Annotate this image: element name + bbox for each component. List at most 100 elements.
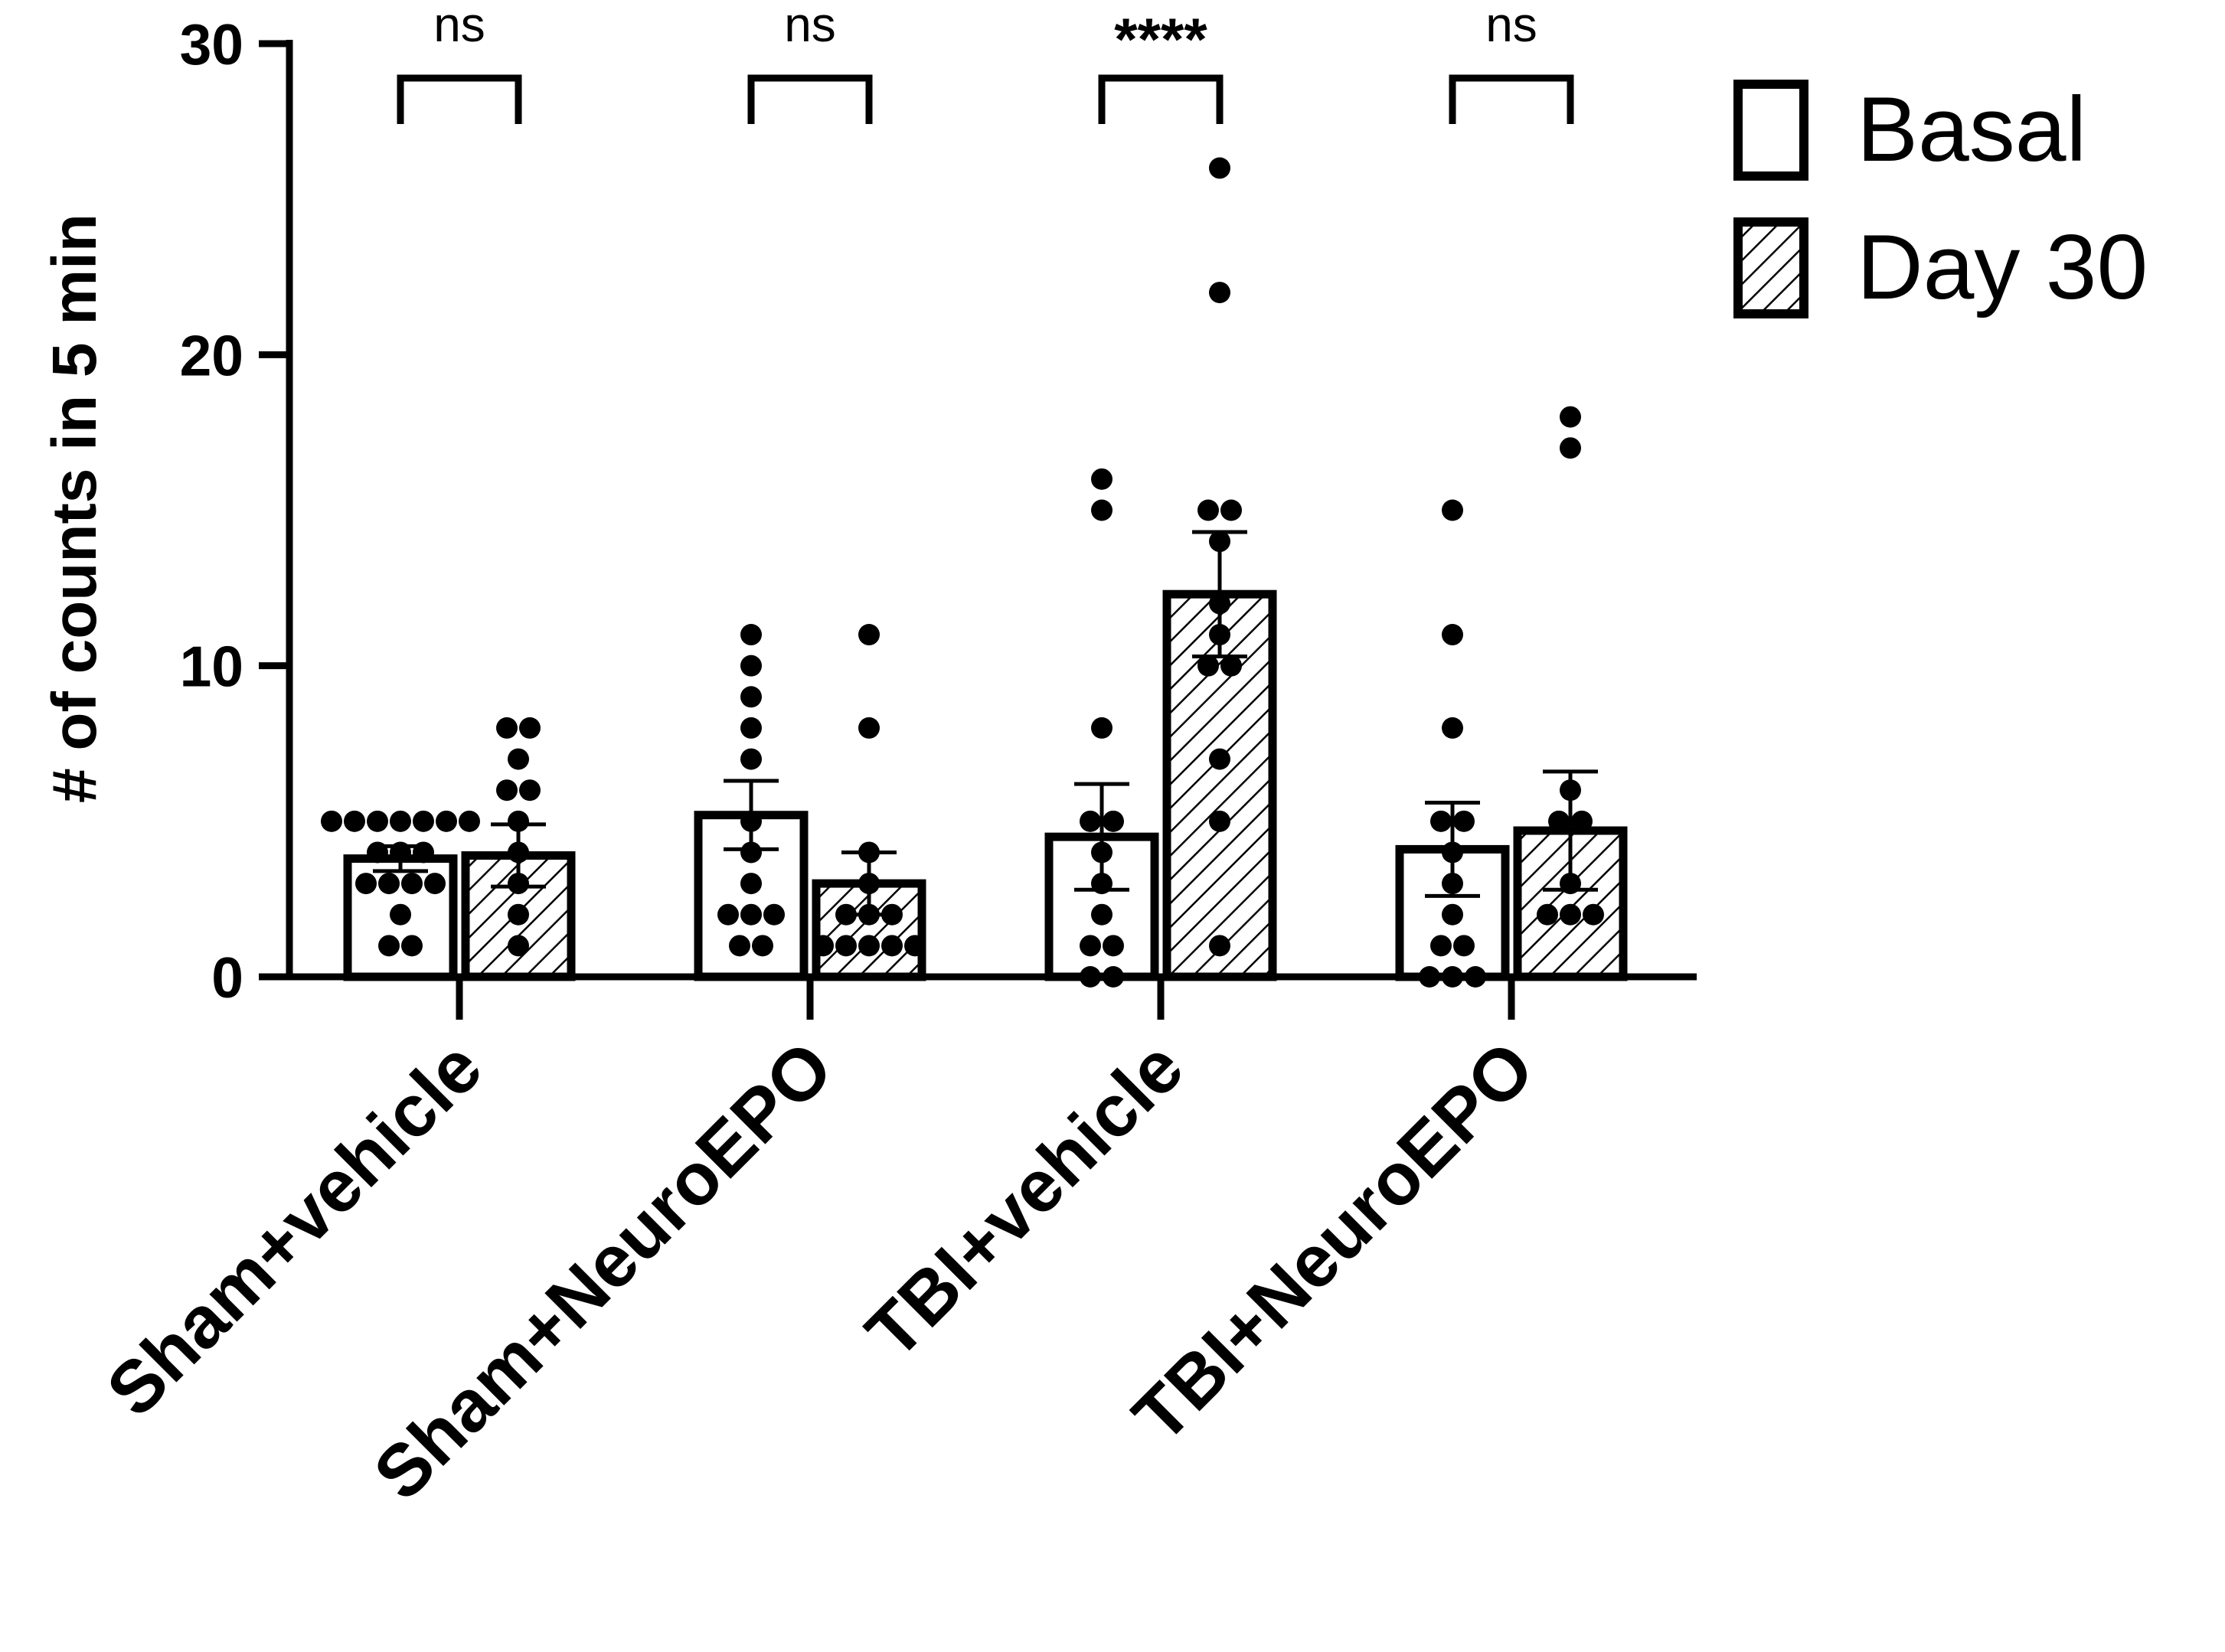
data-point <box>1442 873 1463 895</box>
data-point <box>740 686 762 708</box>
y-tick-label: 10 <box>180 635 243 699</box>
data-point <box>424 873 446 895</box>
significance-bracket <box>1098 74 1224 124</box>
data-point <box>508 873 529 895</box>
y-axis-title: # of counts in 5 min <box>40 214 109 803</box>
data-point <box>344 810 365 832</box>
data-point <box>401 873 423 895</box>
data-point <box>835 935 857 957</box>
data-point <box>881 935 903 957</box>
data-point <box>1209 593 1230 615</box>
x-tick-label: Sham+vehicle <box>91 1026 497 1432</box>
data-point <box>355 873 377 895</box>
data-point <box>1091 903 1112 926</box>
data-point <box>496 779 518 802</box>
data-point <box>508 841 529 864</box>
data-point <box>1560 873 1581 895</box>
data-point <box>1080 935 1101 957</box>
data-point <box>858 935 880 957</box>
legend: Basal Day 30 <box>1733 78 2148 318</box>
legend-swatch-day30 <box>1733 217 1808 318</box>
data-point <box>1453 935 1475 957</box>
data-point <box>858 841 880 864</box>
data-point <box>508 748 529 770</box>
data-point <box>1209 282 1230 304</box>
data-point <box>1548 810 1570 832</box>
data-points-layer <box>321 157 1604 988</box>
data-point <box>858 903 880 926</box>
legend-label-basal: Basal <box>1857 78 2086 181</box>
data-point <box>717 903 739 926</box>
data-point <box>1209 935 1230 957</box>
data-point <box>740 748 762 770</box>
x-tick-label: TBI+vehicle <box>851 1026 1199 1374</box>
data-point <box>1560 903 1581 926</box>
bar-day30 <box>812 879 926 981</box>
data-point <box>413 810 434 832</box>
data-point <box>1220 655 1242 677</box>
data-point <box>508 810 529 832</box>
data-point <box>508 935 529 957</box>
data-point <box>367 810 388 832</box>
data-point <box>1453 810 1475 832</box>
data-point <box>1080 810 1101 832</box>
significance-label: ns <box>1485 0 1537 52</box>
data-point <box>881 903 903 926</box>
data-point <box>1430 810 1452 832</box>
data-point <box>1091 468 1112 490</box>
data-point <box>459 810 480 832</box>
data-point <box>508 903 529 926</box>
data-point <box>1442 903 1463 926</box>
significance-label: ns <box>784 0 836 52</box>
data-point <box>812 935 834 957</box>
data-point <box>1560 437 1581 459</box>
data-point <box>1091 717 1112 739</box>
significance-label: ns <box>433 0 485 52</box>
significance-layer: ns ns **** ns <box>397 0 1574 124</box>
data-point <box>1103 810 1124 832</box>
data-point <box>496 717 518 739</box>
data-point <box>519 717 541 739</box>
y-tick-label: 30 <box>180 12 243 77</box>
significance-bracket <box>1449 74 1574 124</box>
data-point <box>1442 624 1463 646</box>
legend-swatch-basal <box>1733 80 1808 181</box>
significance-label: **** <box>1114 5 1207 73</box>
data-point <box>1220 499 1242 521</box>
y-ticks-layer: 0 10 20 30 <box>180 12 289 1010</box>
data-point <box>390 903 411 926</box>
axes-layer <box>280 40 1697 981</box>
data-point <box>519 779 541 802</box>
data-point <box>740 903 762 926</box>
data-point <box>1091 841 1112 864</box>
data-point <box>1091 873 1112 895</box>
data-point <box>729 935 750 957</box>
data-point <box>1442 717 1463 739</box>
data-point <box>1583 903 1604 926</box>
data-point <box>858 717 880 739</box>
data-point <box>1209 810 1230 832</box>
y-tick-label: 20 <box>180 323 243 387</box>
data-point <box>763 903 785 926</box>
y-tick-label: 0 <box>211 945 243 1010</box>
data-point <box>378 873 400 895</box>
data-point <box>367 841 388 864</box>
data-point <box>413 841 434 864</box>
data-point <box>740 873 762 895</box>
data-point <box>1560 779 1581 802</box>
significance-bracket <box>397 74 522 124</box>
data-point <box>390 810 411 832</box>
data-point <box>752 935 773 957</box>
data-point <box>858 873 880 895</box>
data-point <box>1571 810 1593 832</box>
data-point <box>1103 935 1124 957</box>
data-point <box>401 935 423 957</box>
data-point <box>1091 499 1112 521</box>
data-point <box>1560 406 1581 428</box>
data-point <box>1430 935 1452 957</box>
data-point <box>740 655 762 677</box>
data-point <box>1442 499 1463 521</box>
legend-label-day30: Day 30 <box>1857 216 2148 318</box>
data-point <box>1442 841 1463 864</box>
